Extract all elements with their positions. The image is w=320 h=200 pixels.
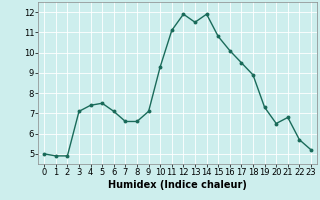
X-axis label: Humidex (Indice chaleur): Humidex (Indice chaleur) <box>108 180 247 190</box>
